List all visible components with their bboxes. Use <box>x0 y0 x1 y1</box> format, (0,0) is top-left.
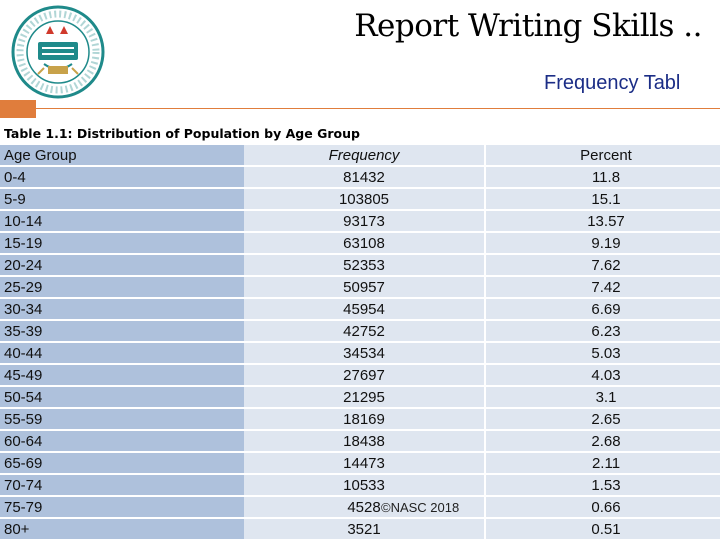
slide-title: Report Writing Skills .. <box>354 8 702 44</box>
table-row: 80+ 3521 0.51 <box>0 519 720 541</box>
table-row: 75-79 4528 0.66 <box>0 497 720 519</box>
table-row: 40-44 34534 5.03 <box>0 343 720 365</box>
percent-cell: 7.62 <box>484 255 720 277</box>
age-group-cell: 20-24 <box>0 255 244 277</box>
age-group-cell: 75-79 <box>0 497 244 519</box>
table-caption: Table 1.1: Distribution of Population by… <box>4 126 360 141</box>
frequency-cell: 14473 <box>244 453 484 475</box>
age-group-cell: 5-9 <box>0 189 244 211</box>
percent-cell: 15.1 <box>484 189 720 211</box>
percent-cell: 0.66 <box>484 497 720 519</box>
frequency-cell: 18169 <box>244 409 484 431</box>
table-row: 65-69 14473 2.11 <box>0 453 720 475</box>
age-group-cell: 35-39 <box>0 321 244 343</box>
frequency-cell: 42752 <box>244 321 484 343</box>
percent-cell: 1.53 <box>484 475 720 497</box>
frequency-cell: 103805 <box>244 189 484 211</box>
column-header-percent: Percent <box>484 145 720 167</box>
copyright-note: ©NASC 2018 <box>381 500 460 515</box>
table-row: 70-74 10533 1.53 <box>0 475 720 497</box>
age-group-cell: 30-34 <box>0 299 244 321</box>
column-header-frequency: Frequency <box>244 145 484 167</box>
age-group-cell: 40-44 <box>0 343 244 365</box>
age-group-cell: 80+ <box>0 519 244 541</box>
age-group-cell: 45-49 <box>0 365 244 387</box>
divider-line <box>36 108 720 109</box>
frequency-cell: 93173 <box>244 211 484 233</box>
percent-cell: 2.11 <box>484 453 720 475</box>
age-group-cell: 60-64 <box>0 431 244 453</box>
frequency-cell: 50957 <box>244 277 484 299</box>
frequency-cell: 3521 <box>244 519 484 541</box>
percent-cell: 7.42 <box>484 277 720 299</box>
nasc-emblem-icon <box>8 4 108 100</box>
age-group-cell: 0-4 <box>0 167 244 189</box>
slide-subtitle: Frequency Tabl <box>544 72 681 94</box>
age-group-cell: 55-59 <box>0 409 244 431</box>
age-group-cell: 65-69 <box>0 453 244 475</box>
percent-cell: 0.51 <box>484 519 720 541</box>
table-row: 5-9 103805 15.1 <box>0 189 720 211</box>
percent-cell: 2.65 <box>484 409 720 431</box>
frequency-cell: 45954 <box>244 299 484 321</box>
accent-block <box>0 100 36 118</box>
table-row: 60-64 18438 2.68 <box>0 431 720 453</box>
percent-cell: 5.03 <box>484 343 720 365</box>
percent-cell: 3.1 <box>484 387 720 409</box>
table-row: 55-59 18169 2.65 <box>0 409 720 431</box>
percent-cell: 11.8 <box>484 167 720 189</box>
frequency-cell: 63108 <box>244 233 484 255</box>
frequency-cell: 52353 <box>244 255 484 277</box>
frequency-cell: 18438 <box>244 431 484 453</box>
age-group-cell: 15-19 <box>0 233 244 255</box>
frequency-cell: 21295 <box>244 387 484 409</box>
table-row: 30-34 45954 6.69 <box>0 299 720 321</box>
column-header-age-group: Age Group <box>0 145 244 167</box>
table-row: 35-39 42752 6.23 <box>0 321 720 343</box>
table-row: 20-24 52353 7.62 <box>0 255 720 277</box>
age-group-cell: 10-14 <box>0 211 244 233</box>
frequency-cell: 4528 <box>244 497 484 519</box>
percent-cell: 9.19 <box>484 233 720 255</box>
population-table: Age Group Frequency Percent 0-4 81432 11… <box>0 145 720 541</box>
frequency-cell: 10533 <box>244 475 484 497</box>
percent-cell: 13.57 <box>484 211 720 233</box>
age-group-cell: 25-29 <box>0 277 244 299</box>
table-row: 0-4 81432 11.8 <box>0 167 720 189</box>
table-row: 10-14 93173 13.57 <box>0 211 720 233</box>
age-group-cell: 50-54 <box>0 387 244 409</box>
age-group-cell: 70-74 <box>0 475 244 497</box>
frequency-cell: 81432 <box>244 167 484 189</box>
table-row: 15-19 63108 9.19 <box>0 233 720 255</box>
frequency-cell: 34534 <box>244 343 484 365</box>
percent-cell: 4.03 <box>484 365 720 387</box>
table-row: 50-54 21295 3.1 <box>0 387 720 409</box>
percent-cell: 6.23 <box>484 321 720 343</box>
table-header-row: Age Group Frequency Percent <box>0 145 720 167</box>
percent-cell: 2.68 <box>484 431 720 453</box>
table-row: 25-29 50957 7.42 <box>0 277 720 299</box>
percent-cell: 6.69 <box>484 299 720 321</box>
frequency-cell: 27697 <box>244 365 484 387</box>
table-row: 45-49 27697 4.03 <box>0 365 720 387</box>
